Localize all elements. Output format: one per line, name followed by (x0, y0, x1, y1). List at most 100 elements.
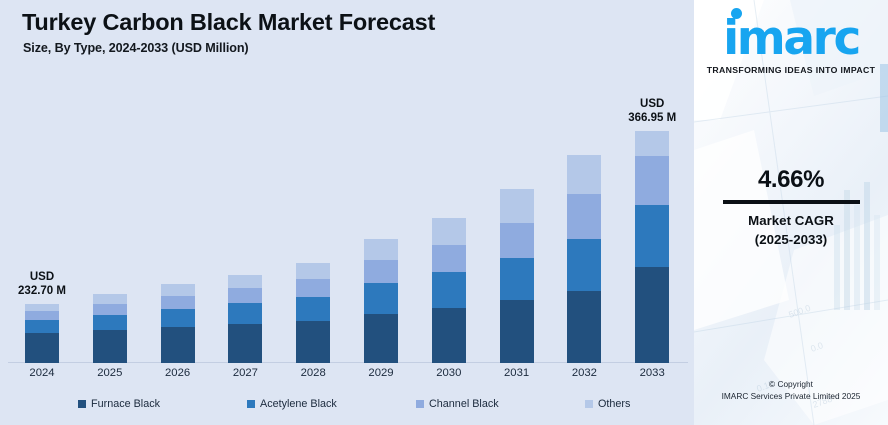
cagr-label: Market CAGR (748, 213, 834, 228)
plot-area: USD 232.70 M USD 366.95 M (0, 70, 694, 363)
bar-segment-furnace[interactable] (296, 321, 331, 363)
bar-segment-channel[interactable] (296, 279, 331, 297)
bar-segment-others[interactable] (25, 304, 59, 311)
bar-segment-others[interactable] (364, 239, 398, 260)
page-subtitle: Size, By Type, 2024-2033 (USD Million) (23, 41, 249, 55)
bar-group-2029 (350, 70, 412, 363)
bar-segment-acetylene[interactable] (92, 315, 127, 330)
legend-label: Acetylene Black (260, 398, 337, 410)
legend-item-channel-black[interactable]: Channel Black (416, 398, 499, 410)
bar-group-2024 (11, 70, 73, 363)
bar-stack[interactable] (499, 189, 534, 363)
bar-segment-furnace[interactable] (25, 333, 59, 363)
imarc-logo: imarc TRANSFORMING IDEAS INTO IMPACT (694, 8, 888, 75)
bar-segment-furnace[interactable] (635, 267, 670, 363)
bar-segment-furnace[interactable] (160, 327, 195, 363)
bar-segment-others[interactable] (635, 131, 670, 156)
x-axis-tick-2029: 2029 (368, 367, 394, 379)
bar-segment-furnace[interactable] (364, 314, 398, 363)
bar-segment-others[interactable] (92, 294, 127, 304)
copyright-notice: © Copyright IMARC Services Private Limit… (694, 378, 888, 402)
bar-segment-channel[interactable] (431, 245, 466, 272)
bar-stack[interactable] (635, 131, 670, 363)
bar-stack[interactable] (296, 263, 331, 363)
bar-segment-channel[interactable] (92, 304, 127, 315)
bar-segment-channel[interactable] (160, 296, 195, 309)
legend-item-acetylene-black[interactable]: Acetylene Black (247, 398, 337, 410)
bar-segment-acetylene[interactable] (25, 320, 59, 333)
bar-segment-furnace[interactable] (92, 330, 127, 363)
bar-group-2028 (282, 70, 344, 363)
bar-segment-channel[interactable] (25, 311, 59, 320)
bar-segment-acetylene[interactable] (364, 283, 398, 314)
label-currency: USD (640, 98, 665, 110)
legend-item-furnace-black[interactable]: Furnace Black (78, 398, 160, 410)
bar-segment-furnace[interactable] (431, 308, 466, 363)
bar-group-2032 (553, 70, 615, 363)
x-axis-line (8, 362, 688, 363)
bar-segment-furnace[interactable] (499, 300, 534, 363)
bar-segment-others[interactable] (499, 189, 534, 223)
bar-segment-acetylene[interactable] (160, 309, 195, 327)
bar-group-2026 (147, 70, 209, 363)
bar-stack[interactable] (25, 304, 59, 363)
bar-total-label-2033: USD 366.95 M (628, 98, 676, 125)
legend-swatch-icon (78, 400, 86, 408)
label-value: 366.95 M (628, 111, 677, 124)
logo-text: imarc (723, 11, 861, 66)
x-axis-labels: 2024 2025 2026 2027 2028 2029 2030 2031 2032 2033 (0, 363, 694, 385)
bar-total-label-2024: USD 232.70 M (18, 271, 66, 298)
bar-segment-furnace[interactable] (567, 291, 602, 363)
bar-segment-others[interactable] (296, 263, 331, 279)
chart-panel: Turkey Carbon Black Market Forecast Size… (0, 9, 694, 410)
legend-label: Others (598, 398, 631, 410)
bar-segment-furnace[interactable] (228, 324, 263, 363)
bar-segment-others[interactable] (431, 218, 466, 245)
bar-segment-channel[interactable] (228, 288, 263, 303)
bar-segment-channel[interactable] (567, 194, 602, 239)
bar-segment-others[interactable] (228, 275, 263, 288)
brand-panel: 500.0 0.0 0.15 2788 imarc TRANSFORMING I… (694, 0, 888, 425)
bar-segment-channel[interactable] (499, 223, 534, 258)
legend-swatch-icon (416, 400, 424, 408)
label-value: 232.70 M (18, 284, 66, 297)
page-title: Turkey Carbon Black Market Forecast (22, 9, 436, 35)
bar-stack[interactable] (160, 284, 195, 363)
bar-group-2030 (418, 70, 480, 363)
x-axis-tick-2027: 2027 (232, 367, 258, 379)
bar-stack[interactable] (228, 275, 263, 363)
bar-stack[interactable] (92, 294, 127, 363)
legend-item-others[interactable]: Others (585, 398, 630, 410)
bar-segment-acetylene[interactable] (499, 258, 534, 300)
logo-dot-icon (731, 8, 743, 19)
bar-group-2033 (621, 70, 683, 363)
bar-segment-others[interactable] (160, 284, 195, 296)
bar-segment-acetylene[interactable] (567, 239, 602, 291)
logo-wordmark: imarc (723, 8, 861, 66)
cagr-block: 4.66% Market CAGR (2025-2033) (694, 166, 888, 249)
x-axis-tick-2025: 2025 (97, 367, 123, 379)
bar-segment-acetylene[interactable] (635, 205, 670, 267)
bar-stack[interactable] (364, 239, 398, 363)
brand-background-graphic: 500.0 0.0 0.15 2788 (694, 0, 888, 425)
bar-group-2025 (79, 70, 141, 363)
bar-group-2027 (214, 70, 276, 363)
bar-group-2031 (486, 70, 548, 363)
legend-swatch-icon (247, 400, 255, 408)
x-axis-tick-2026: 2026 (165, 367, 191, 379)
bar-segment-acetylene[interactable] (296, 297, 331, 321)
copyright-line-2: IMARC Services Private Limited 2025 (721, 391, 861, 401)
legend-label: Channel Black (429, 398, 499, 410)
bar-segment-channel[interactable] (364, 260, 398, 283)
legend-swatch-icon (585, 400, 593, 408)
bar-stack[interactable] (567, 155, 602, 363)
bar-segment-others[interactable] (567, 155, 602, 194)
bar-stack[interactable] (431, 218, 466, 363)
copyright-line-1: © Copyright (769, 379, 813, 389)
x-axis-tick-2031: 2031 (504, 367, 530, 379)
bar-segment-acetylene[interactable] (228, 303, 263, 324)
svg-text:0.0: 0.0 (809, 340, 824, 354)
bar-segment-channel[interactable] (635, 156, 670, 205)
bar-segment-acetylene[interactable] (431, 272, 466, 308)
